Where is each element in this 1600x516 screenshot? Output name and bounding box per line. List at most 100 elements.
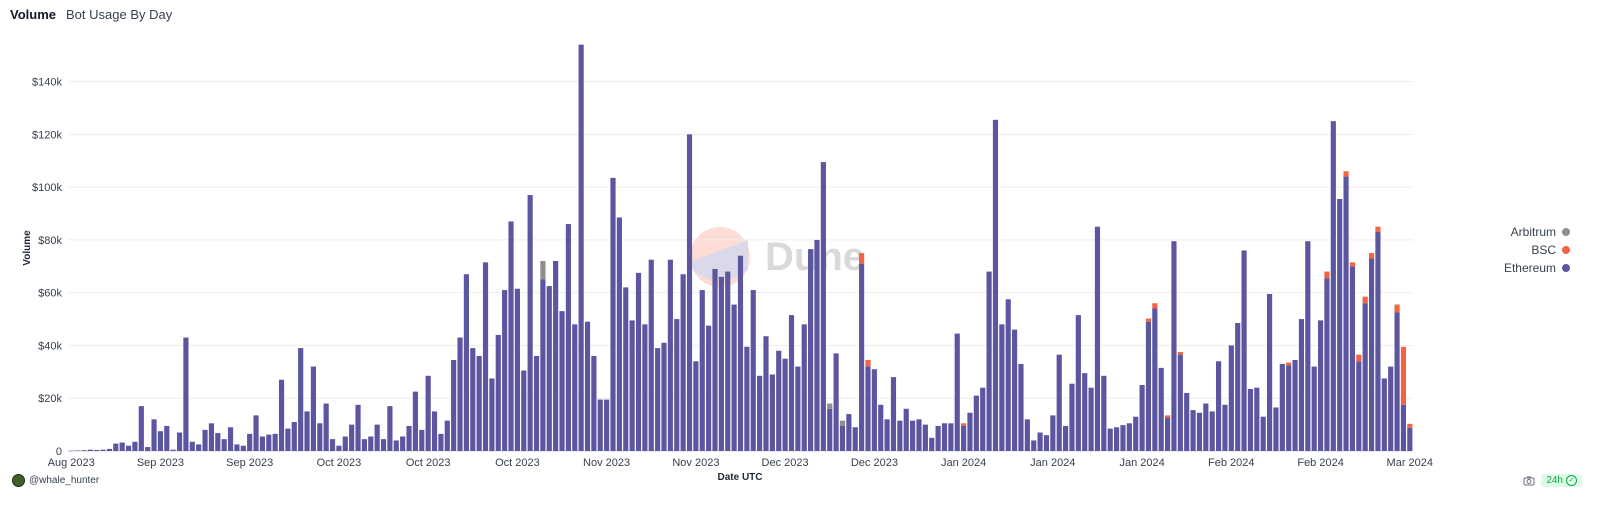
bar-ethereum[interactable]: [1388, 366, 1394, 451]
bar-ethereum[interactable]: [1050, 415, 1056, 451]
bar-ethereum[interactable]: [1260, 416, 1266, 451]
bar-bsc[interactable]: [1165, 415, 1171, 419]
bar-ethereum[interactable]: [533, 356, 540, 451]
bar-ethereum[interactable]: [763, 336, 769, 451]
bar-ethereum[interactable]: [1114, 427, 1120, 451]
bar-ethereum[interactable]: [1145, 321, 1152, 451]
bar-ethereum[interactable]: [1158, 367, 1164, 451]
bar-ethereum[interactable]: [164, 425, 170, 451]
bar-ethereum[interactable]: [1305, 241, 1311, 451]
bar-ethereum[interactable]: [1043, 435, 1050, 451]
bar-ethereum[interactable]: [1107, 428, 1113, 451]
bar-ethereum[interactable]: [540, 279, 546, 451]
bar-ethereum[interactable]: [967, 412, 973, 451]
bar-ethereum[interactable]: [1375, 231, 1381, 451]
bar-arbitrum[interactable]: [540, 261, 546, 280]
bar-ethereum[interactable]: [170, 449, 176, 451]
bar-ethereum[interactable]: [1362, 303, 1368, 451]
bar-ethereum[interactable]: [999, 324, 1005, 451]
bar-ethereum[interactable]: [368, 436, 374, 451]
bar-ethereum[interactable]: [1126, 423, 1132, 451]
bar-ethereum[interactable]: [941, 423, 948, 451]
bar-ethereum[interactable]: [329, 439, 336, 451]
bar-arbitrum[interactable]: [839, 420, 846, 426]
bar-ethereum[interactable]: [1286, 365, 1292, 451]
bar-ethereum[interactable]: [916, 419, 922, 451]
bar-bsc[interactable]: [1349, 262, 1356, 267]
bar-ethereum[interactable]: [374, 424, 380, 451]
bar-ethereum[interactable]: [1241, 250, 1247, 451]
tab-bot-usage-by-day[interactable]: Bot Usage By Day: [66, 7, 173, 22]
bar-ethereum[interactable]: [119, 442, 125, 451]
bar-ethereum[interactable]: [157, 431, 164, 451]
bar-ethereum[interactable]: [667, 259, 673, 451]
bar-ethereum[interactable]: [476, 356, 482, 451]
bar-ethereum[interactable]: [1184, 392, 1190, 451]
bar-ethereum[interactable]: [572, 324, 578, 451]
bar-ethereum[interactable]: [693, 361, 699, 451]
bar-ethereum[interactable]: [457, 337, 463, 451]
bar-ethereum[interactable]: [1317, 320, 1324, 451]
bar-ethereum[interactable]: [482, 262, 489, 451]
bar-ethereum[interactable]: [349, 424, 355, 451]
bar-ethereum[interactable]: [1254, 387, 1260, 451]
bar-bsc[interactable]: [1394, 304, 1400, 313]
bar-ethereum[interactable]: [317, 423, 323, 451]
bar-ethereum[interactable]: [400, 436, 406, 451]
bar-bsc[interactable]: [1324, 271, 1330, 279]
bar-bsc[interactable]: [1177, 352, 1183, 355]
bar-ethereum[interactable]: [604, 399, 610, 451]
bar-ethereum[interactable]: [833, 353, 839, 451]
bar-ethereum[interactable]: [546, 286, 552, 451]
bar-ethereum[interactable]: [846, 414, 852, 451]
bar-ethereum[interactable]: [910, 420, 916, 451]
bar-ethereum[interactable]: [87, 449, 93, 451]
bar-bsc[interactable]: [1152, 303, 1158, 309]
bar-ethereum[interactable]: [81, 450, 87, 451]
bar-ethereum[interactable]: [1165, 418, 1171, 451]
bar-ethereum[interactable]: [202, 429, 208, 451]
bar-ethereum[interactable]: [1228, 345, 1234, 451]
bar-ethereum[interactable]: [1381, 378, 1387, 451]
bar-ethereum[interactable]: [629, 320, 635, 451]
bar-ethereum[interactable]: [642, 324, 648, 451]
bar-ethereum[interactable]: [323, 403, 329, 452]
bar-ethereum[interactable]: [1120, 425, 1126, 451]
bar-ethereum[interactable]: [310, 366, 316, 451]
bar-ethereum[interactable]: [266, 434, 272, 451]
bar-ethereum[interactable]: [1247, 388, 1254, 451]
bar-ethereum[interactable]: [1298, 319, 1305, 451]
bar-ethereum[interactable]: [298, 348, 304, 451]
bar-ethereum[interactable]: [814, 239, 820, 451]
bar-arbitrum[interactable]: [827, 403, 833, 409]
bar-ethereum[interactable]: [1094, 226, 1101, 451]
bar-ethereum[interactable]: [1177, 354, 1183, 451]
bar-ethereum[interactable]: [227, 427, 234, 451]
bar-ethereum[interactable]: [954, 333, 960, 451]
bar-ethereum[interactable]: [610, 177, 616, 451]
bar-ethereum[interactable]: [336, 445, 342, 451]
bar-ethereum[interactable]: [1024, 419, 1030, 451]
bar-ethereum[interactable]: [1273, 407, 1279, 451]
bar-bsc[interactable]: [865, 359, 871, 367]
bar-ethereum[interactable]: [706, 325, 712, 451]
bar-ethereum[interactable]: [431, 411, 438, 451]
bar-bsc[interactable]: [1286, 362, 1292, 366]
tab-volume[interactable]: Volume: [10, 7, 56, 22]
bar-ethereum[interactable]: [272, 433, 278, 451]
bar-ethereum[interactable]: [1139, 385, 1145, 451]
bar-ethereum[interactable]: [744, 346, 750, 451]
creator-link[interactable]: @whale_hunter: [12, 474, 99, 487]
bar-ethereum[interactable]: [1088, 387, 1094, 451]
bar-ethereum[interactable]: [769, 374, 775, 451]
bar-bsc[interactable]: [961, 423, 967, 426]
bar-ethereum[interactable]: [661, 342, 667, 451]
bar-ethereum[interactable]: [1368, 258, 1375, 451]
bar-ethereum[interactable]: [890, 377, 897, 451]
bar-ethereum[interactable]: [961, 425, 967, 451]
bar-ethereum[interactable]: [992, 119, 999, 451]
bar-ethereum[interactable]: [253, 415, 259, 451]
bar-ethereum[interactable]: [259, 436, 265, 451]
bar-ethereum[interactable]: [196, 444, 202, 451]
bar-ethereum[interactable]: [68, 450, 74, 452]
